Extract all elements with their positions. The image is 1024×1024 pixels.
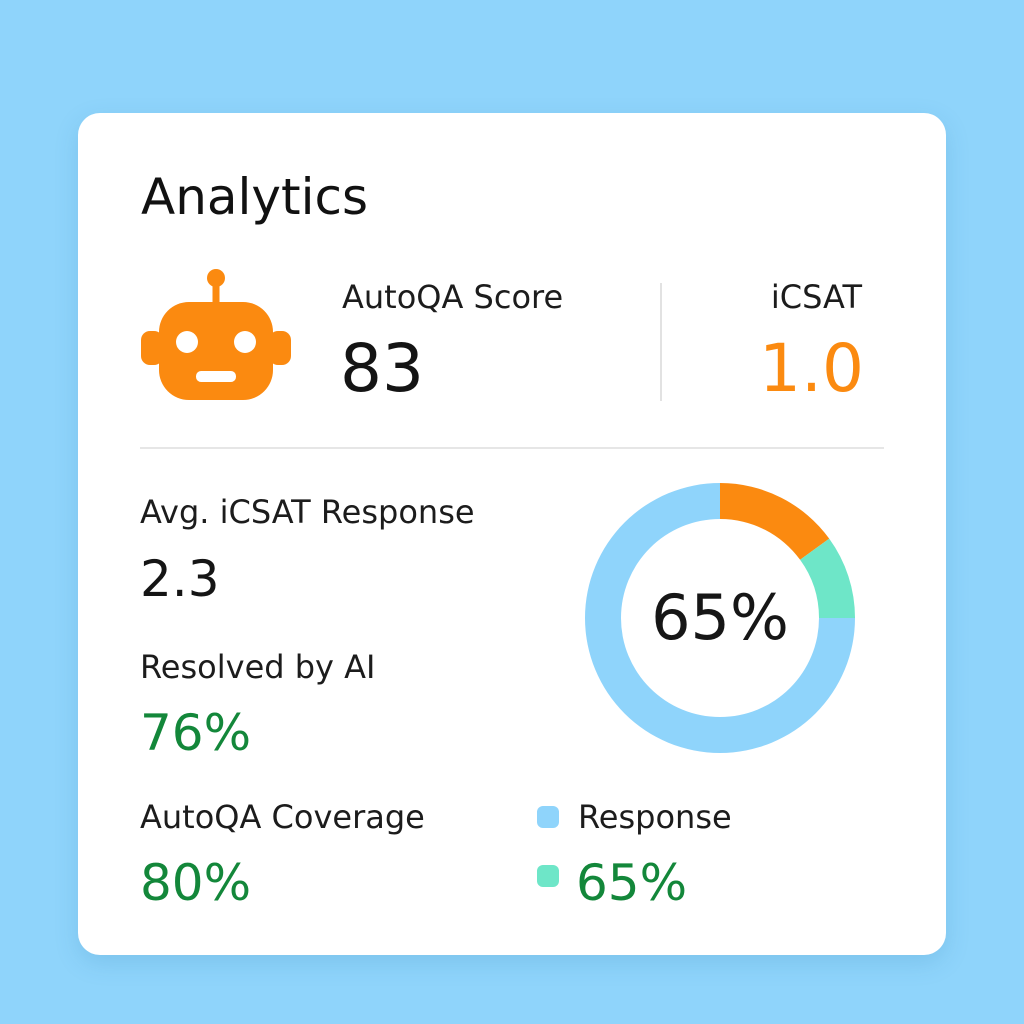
icsat-value: 1.0 — [759, 330, 864, 407]
avg-icsat-response-value: 2.3 — [140, 550, 220, 608]
analytics-card: Analytics AutoQA Score 83 iCSAT 1.0 Avg.… — [78, 113, 946, 955]
autoqa-coverage-value: 80% — [140, 854, 252, 912]
card-title: Analytics — [141, 168, 369, 226]
donut-segment-teal — [800, 538, 855, 618]
legend-label-teal: 65% — [576, 854, 688, 912]
robot-icon — [141, 269, 291, 400]
resolved-by-ai-label: Resolved by AI — [140, 648, 376, 686]
donut-chart — [585, 483, 855, 753]
legend-swatch-response — [537, 806, 559, 828]
legend-label-response: Response — [578, 798, 732, 836]
vertical-divider — [660, 283, 662, 401]
legend-swatch-teal — [537, 865, 559, 887]
autoqa-score-label: AutoQA Score — [342, 278, 564, 316]
resolved-by-ai-value: 76% — [140, 704, 252, 762]
avg-icsat-response-label: Avg. iCSAT Response — [140, 493, 475, 531]
autoqa-score-value: 83 — [340, 330, 424, 407]
icsat-label: iCSAT — [770, 278, 862, 316]
donut-center-label: 65% — [651, 581, 789, 654]
horizontal-divider — [140, 447, 884, 449]
donut-segment-orange — [720, 483, 830, 560]
autoqa-coverage-label: AutoQA Coverage — [140, 798, 425, 836]
